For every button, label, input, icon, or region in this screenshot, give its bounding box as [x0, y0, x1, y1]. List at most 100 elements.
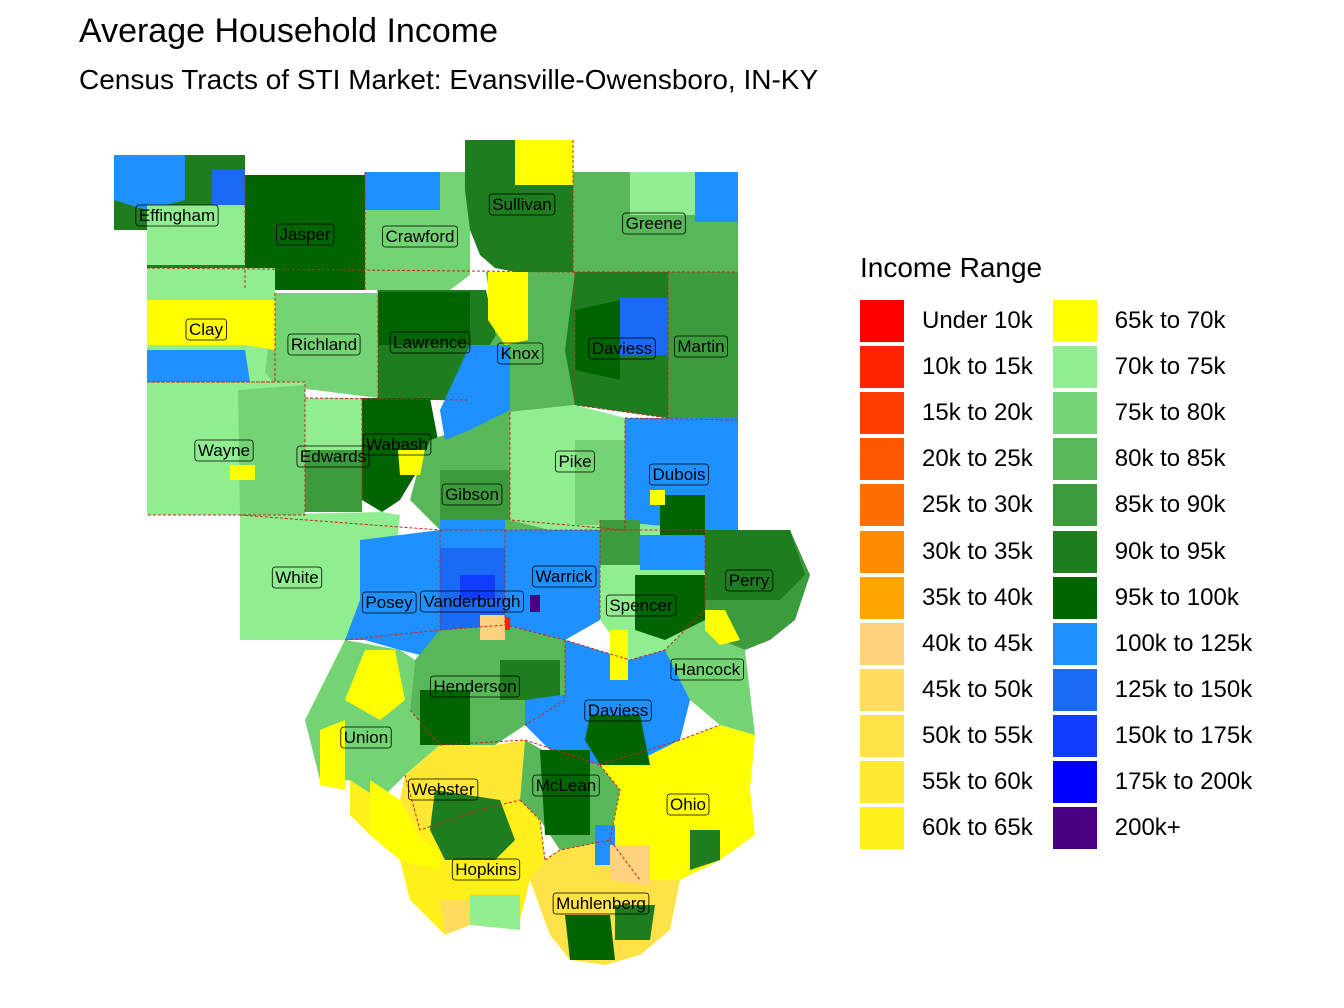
legend: Income Range Under 10k 10k to 15k 15k to 2… — [860, 252, 1252, 851]
legend-label: 50k to 55k — [922, 721, 1033, 749]
county-richland[interactable] — [265, 293, 378, 398]
legend-label: 30k to 35k — [922, 537, 1033, 565]
legend-label: 80k to 85k — [1114, 445, 1226, 473]
county-label: Hopkins — [451, 858, 521, 881]
legend-label: 70k to 75k — [1114, 353, 1226, 381]
county-label-box — [622, 212, 686, 235]
tract-details — [114, 140, 805, 960]
legend-item: 100k to 125k — [1052, 621, 1252, 667]
county-label: Perry — [725, 569, 774, 592]
legend-swatch — [1052, 300, 1097, 343]
legend-swatch — [860, 807, 904, 850]
county-label: Dubois — [649, 463, 709, 486]
county-label-text: Union — [344, 728, 388, 747]
legend-label: 25k to 30k — [922, 491, 1033, 519]
county-label-box — [430, 675, 520, 698]
county-label-text: Wayne — [198, 441, 250, 460]
legend-item: 40k to 45k — [860, 621, 1033, 667]
legend-swatch — [1052, 484, 1097, 527]
county-martin[interactable] — [668, 272, 738, 420]
county-label: Wabash — [362, 433, 432, 456]
county-label: Wayne — [194, 439, 254, 462]
legend-swatch — [860, 392, 904, 435]
county-label-box — [488, 193, 556, 216]
legend-item: 55k to 60k — [860, 759, 1033, 805]
county-label-box — [276, 223, 335, 246]
legend-item: 150k to 175k — [1052, 713, 1252, 759]
legend-label: 200k+ — [1114, 814, 1181, 842]
legend-label: 20k to 25k — [922, 445, 1033, 473]
legend-swatch — [1052, 346, 1097, 389]
legend-swatch — [860, 576, 904, 619]
legend-swatch — [1052, 530, 1097, 573]
legend-swatch — [860, 714, 904, 757]
county-label-text: Dubois — [653, 465, 706, 484]
legend-swatch — [860, 530, 904, 573]
county-hancock[interactable] — [665, 610, 755, 735]
legend-item: 70k to 75k — [1052, 344, 1252, 390]
legend-swatch — [860, 346, 904, 389]
county-posey[interactable] — [345, 530, 440, 660]
county-label-box — [361, 591, 417, 614]
county-label: Greene — [622, 212, 686, 235]
county-labels: Effingham Jasper Crawford Sullivan Greene Cla… — [135, 193, 774, 915]
county-dubois[interactable] — [625, 418, 738, 540]
county-label-box — [441, 483, 503, 506]
county-label-box — [649, 463, 709, 486]
legend-item: 95k to 100k — [1052, 575, 1252, 621]
county-label-text: Pike — [558, 452, 591, 471]
county-label: Martin — [673, 335, 729, 358]
county-label-box — [408, 778, 479, 801]
county-label-box — [555, 450, 595, 473]
legend-item: 200k+ — [1052, 805, 1252, 851]
legend-label: 55k to 60k — [922, 767, 1033, 795]
county-label: Hancock — [670, 658, 744, 681]
legend-item: 25k to 30k — [860, 482, 1033, 528]
legend-item: 30k to 35k — [860, 528, 1033, 574]
county-label: Richland — [287, 333, 361, 356]
county-label-text: Richland — [291, 335, 357, 354]
legend-label: 175k to 200k — [1114, 767, 1253, 795]
legend-swatch — [1052, 668, 1097, 711]
county-label-box — [287, 333, 361, 356]
legend-label: 75k to 80k — [1114, 399, 1226, 427]
county-label: Lawrence — [389, 331, 471, 354]
county-label-box — [666, 793, 710, 816]
county-label-text: Daviess — [592, 339, 652, 358]
chart-subtitle: Census Tracts of STI Market: Evansville-… — [79, 64, 819, 95]
legend-swatch — [860, 484, 904, 527]
county-warrick[interactable] — [505, 530, 600, 640]
legend-swatch — [860, 438, 904, 481]
county-label: Webster — [408, 778, 479, 801]
county-label: Edwards — [296, 445, 370, 468]
county-label: Muhlenberg — [552, 892, 650, 915]
legend-swatch — [1052, 392, 1097, 435]
county-label: Pike — [555, 450, 595, 473]
county-label-box — [673, 335, 729, 358]
county-webster[interactable] — [400, 740, 525, 830]
county-label-box — [605, 594, 677, 617]
legend-item: 125k to 150k — [1052, 667, 1252, 713]
county-borders — [146, 140, 739, 881]
county-label-text: Greene — [626, 214, 683, 233]
county-label: Clay — [185, 318, 227, 341]
county-label-box — [532, 774, 600, 797]
legend-label: 65k to 70k — [1114, 307, 1226, 335]
county-label-box — [296, 445, 370, 468]
county-label-box — [584, 699, 652, 722]
legend-label: 60k to 65k — [922, 814, 1033, 842]
legend-item: 65k to 70k — [1052, 298, 1252, 344]
legend-label: 90k to 95k — [1114, 537, 1226, 565]
legend-item: 80k to 85k — [1052, 436, 1252, 482]
county-label-text: Ohio — [670, 795, 706, 814]
county-label: Union — [340, 726, 392, 749]
county-jasper[interactable] — [245, 175, 365, 290]
county-label-text: McLean — [536, 776, 596, 795]
legend-item: 50k to 55k — [860, 713, 1033, 759]
county-label: Crawford — [382, 225, 458, 248]
county-label: Vanderburgh — [420, 590, 524, 613]
legend-label: 85k to 90k — [1114, 491, 1226, 519]
legend-item: 60k to 65k — [860, 805, 1033, 851]
county-label-box — [670, 658, 744, 681]
